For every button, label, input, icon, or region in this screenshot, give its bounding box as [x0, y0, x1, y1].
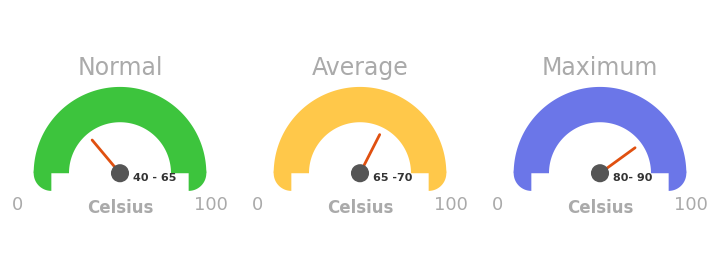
Text: 100: 100	[434, 196, 468, 214]
Text: 100: 100	[194, 196, 228, 214]
Text: 40 - 65: 40 - 65	[132, 173, 176, 183]
Circle shape	[351, 165, 369, 182]
Text: Maximum: Maximum	[542, 55, 658, 80]
Text: 0: 0	[252, 196, 264, 214]
Polygon shape	[513, 156, 531, 191]
Text: 0: 0	[12, 196, 23, 214]
Text: Celsius: Celsius	[87, 199, 153, 217]
Polygon shape	[274, 156, 292, 191]
Text: 80- 90: 80- 90	[613, 173, 652, 183]
Polygon shape	[669, 156, 686, 191]
Text: 0: 0	[492, 196, 503, 214]
Circle shape	[112, 165, 128, 182]
Polygon shape	[189, 156, 207, 191]
Text: Normal: Normal	[77, 55, 163, 80]
Text: Celsius: Celsius	[327, 199, 393, 217]
Text: 100: 100	[674, 196, 708, 214]
Text: 65 -70: 65 -70	[373, 173, 412, 183]
Text: Average: Average	[312, 55, 408, 80]
Polygon shape	[34, 87, 207, 173]
Text: Celsius: Celsius	[567, 199, 633, 217]
Polygon shape	[34, 156, 51, 191]
Polygon shape	[428, 156, 446, 191]
Polygon shape	[274, 87, 446, 173]
Polygon shape	[513, 87, 686, 173]
Circle shape	[592, 165, 608, 182]
